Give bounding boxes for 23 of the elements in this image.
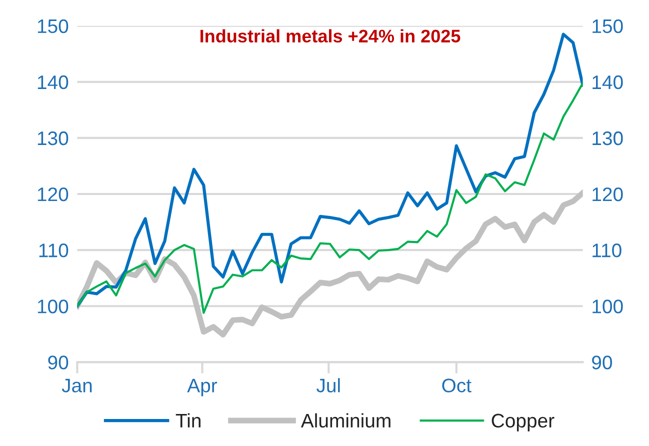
y2-tick-label: 90 — [592, 356, 612, 370]
x-tick-label: Jan — [62, 378, 92, 392]
y-tick-label: 90 — [48, 356, 68, 370]
legend-label: Tin — [176, 413, 200, 428]
legend-label: Copper — [492, 414, 554, 432]
line-series — [77, 82, 583, 314]
y2-tick-label: 130 — [592, 131, 623, 146]
x-tick-label: Apr — [187, 378, 218, 396]
y-tick-label: 150 — [38, 19, 68, 34]
y-tick-label: 100 — [38, 300, 68, 314]
chart-title: Industrial metals +24% in 2025 — [200, 29, 460, 42]
x-tick-label: Jul — [316, 378, 340, 392]
y2-tick-label: 150 — [592, 19, 623, 34]
y-tick-label: 110 — [39, 244, 68, 258]
x-tick-label: Oct — [442, 378, 472, 392]
y-tick-label: 130 — [38, 131, 68, 146]
y2-tick-label: 110 — [592, 244, 622, 258]
y2-tick-label: 140 — [592, 75, 623, 90]
y-tick-label: 140 — [38, 75, 68, 90]
y-tick-label: 120 — [38, 187, 68, 202]
legend-label: Aluminium — [300, 413, 390, 428]
y2-tick-label: 120 — [592, 187, 623, 202]
y2-tick-label: 100 — [592, 300, 623, 314]
